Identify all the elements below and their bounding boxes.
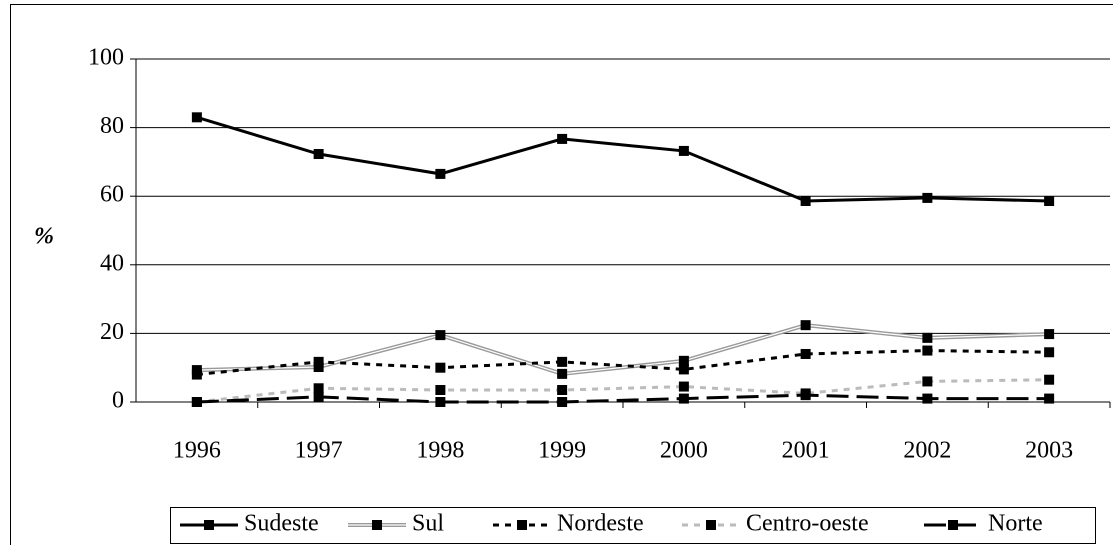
marker (313, 362, 324, 373)
series-line (196, 349, 1050, 377)
marker (557, 368, 568, 379)
marker (557, 356, 568, 367)
marker (313, 383, 324, 394)
marker (800, 320, 811, 331)
marker (435, 397, 446, 407)
marker (800, 348, 811, 359)
marker (435, 362, 446, 373)
marker (313, 356, 324, 367)
chart-border (10, 4, 1113, 545)
marker (1044, 374, 1055, 385)
legend-marker (204, 520, 214, 530)
marker (678, 393, 689, 404)
marker (1044, 329, 1055, 340)
series-line (196, 393, 1050, 404)
marker (435, 168, 446, 179)
x-tick-label: 1998 (416, 438, 464, 464)
legend-label: Norte (988, 511, 1043, 537)
legend-marker (948, 520, 958, 530)
series-line (196, 323, 1050, 376)
y-tick-label: 60 (100, 182, 124, 208)
marker (922, 192, 933, 203)
y-axis-label: % (34, 224, 54, 250)
marker (922, 393, 933, 404)
legend-label: Sul (412, 511, 444, 537)
marker (191, 397, 202, 407)
marker (800, 390, 811, 401)
legend-marker (372, 520, 382, 530)
marker (313, 391, 324, 402)
marker (313, 149, 324, 160)
series-line (196, 378, 1050, 404)
x-tick-label: 1999 (538, 438, 586, 464)
marker (922, 332, 933, 343)
x-tick-label: 2001 (782, 438, 830, 464)
x-tick-label: 1997 (295, 438, 343, 464)
marker (922, 376, 933, 387)
marker (1044, 347, 1055, 358)
y-tick-label: 20 (100, 319, 124, 345)
marker (678, 145, 689, 156)
marker (435, 330, 446, 341)
marker (1044, 393, 1055, 404)
marker (435, 384, 446, 395)
x-tick-label: 2000 (660, 438, 708, 464)
series-line-inner (196, 324, 1050, 375)
legend-box (170, 507, 1096, 544)
legend-marker (517, 520, 527, 530)
marker (678, 355, 689, 366)
marker (557, 133, 568, 144)
marker (1044, 196, 1055, 207)
x-tick-label: 2003 (1025, 438, 1073, 464)
marker (557, 397, 568, 407)
marker (191, 369, 202, 380)
x-tick-label: 1996 (173, 438, 221, 464)
marker (800, 196, 811, 207)
marker (557, 384, 568, 395)
series-line (196, 115, 1050, 203)
x-tick-label: 2002 (903, 438, 951, 464)
y-tick-label: 100 (88, 45, 124, 71)
legend-label: Nordeste (557, 511, 644, 537)
legend-label: Sudeste (244, 511, 319, 537)
marker (922, 345, 933, 356)
y-tick-label: 40 (100, 250, 124, 276)
y-tick-label: 0 (112, 388, 124, 414)
marker (191, 112, 202, 123)
marker (678, 381, 689, 392)
legend-marker (706, 520, 716, 530)
legend-label: Centro-oeste (746, 511, 869, 537)
marker (678, 364, 689, 375)
y-tick-label: 80 (100, 113, 124, 139)
